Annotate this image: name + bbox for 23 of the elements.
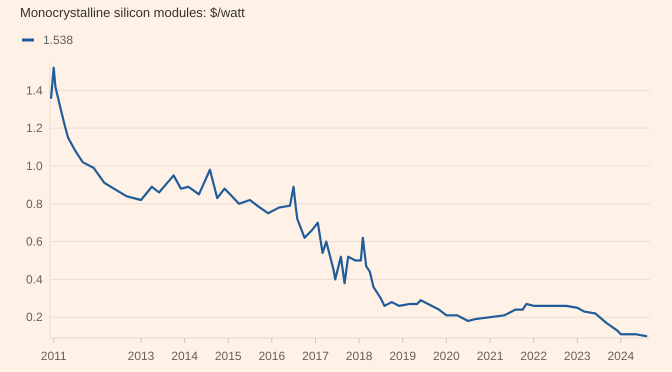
x-tick-label: 2024 <box>608 349 635 363</box>
line-series <box>50 66 648 338</box>
y-tick-label: 0.8 <box>26 196 44 211</box>
y-tick-label: 0.2 <box>26 310 44 324</box>
x-tick-label: 2017 <box>302 349 330 363</box>
y-tick-label: 0.6 <box>26 234 44 249</box>
x-tick-label: 2023 <box>564 349 591 363</box>
x-tick-label: 2022 <box>520 349 548 363</box>
y-tick-label: 1.0 <box>26 158 44 173</box>
y-tick-label: 1.2 <box>26 121 44 136</box>
x-tick-label: 2019 <box>389 349 416 363</box>
chart-title: Monocrystalline silicon modules: $/watt <box>20 5 246 20</box>
x-tick-label: 2016 <box>258 349 286 363</box>
y-tick-label: 0.4 <box>26 272 44 286</box>
legend-label: 1.538 <box>43 33 74 47</box>
x-tick-label: 2015 <box>214 349 242 363</box>
x-tick-label: 2013 <box>128 349 155 363</box>
x-tick-label: 2021 <box>476 349 504 363</box>
x-tick-label: 2014 <box>171 349 198 363</box>
x-tick-label: 2011 <box>40 349 67 363</box>
y-tick-label: 1.4 <box>26 83 44 98</box>
x-tick-label: 2018 <box>346 349 373 363</box>
x-tick-label: 2020 <box>432 349 460 363</box>
